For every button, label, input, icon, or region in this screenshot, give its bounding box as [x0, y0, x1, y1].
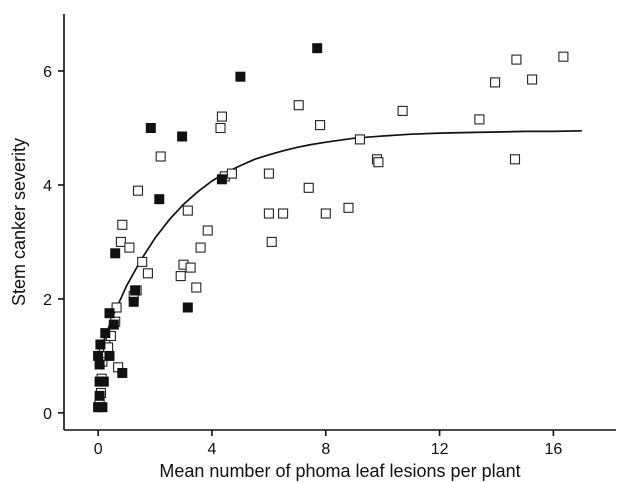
- filled-square-point: [93, 350, 104, 361]
- points-layer: [93, 43, 569, 413]
- filled-square-point: [97, 402, 108, 413]
- y-tick-label: 2: [43, 292, 52, 309]
- open-square-point: [226, 168, 237, 179]
- open-square-point: [278, 208, 289, 219]
- open-square-point: [182, 205, 193, 216]
- filled-square-point: [235, 71, 246, 82]
- y-tick-label: 0: [43, 406, 52, 423]
- fitted-curve: [97, 129, 582, 357]
- filled-square-point: [110, 248, 121, 259]
- x-tick-label: 4: [208, 441, 217, 458]
- open-square-point: [511, 54, 522, 65]
- open-square-point: [558, 51, 569, 62]
- open-square-point: [303, 182, 314, 193]
- filled-square-point: [216, 174, 227, 185]
- open-square-point: [474, 114, 485, 125]
- filled-square-point: [94, 359, 105, 370]
- filled-square-point: [130, 285, 141, 296]
- open-square-point: [111, 302, 122, 313]
- open-square-point: [293, 100, 304, 111]
- open-square-point: [527, 74, 538, 85]
- open-square-point: [124, 242, 135, 253]
- open-square-point: [137, 256, 148, 267]
- filled-square-point: [117, 368, 128, 378]
- open-square-point: [132, 185, 144, 196]
- open-square-point: [266, 236, 277, 247]
- open-square-point: [117, 219, 128, 230]
- ticks: 0 4 8 12 16 0 2 4 6: [43, 64, 562, 458]
- x-tick-label: 0: [94, 441, 103, 458]
- open-square-point: [175, 271, 186, 282]
- open-square-point: [195, 242, 206, 253]
- open-square-point: [490, 77, 501, 88]
- filled-square-point: [100, 328, 111, 339]
- filled-square-point: [182, 302, 193, 313]
- open-square-point: [202, 225, 213, 236]
- filled-square-point: [98, 376, 109, 387]
- filled-square-point: [94, 390, 105, 401]
- open-square-point: [509, 154, 521, 165]
- open-square-point: [216, 111, 227, 122]
- filled-square-point: [128, 296, 139, 307]
- filled-square-point: [95, 339, 106, 350]
- open-square-point: [142, 268, 153, 279]
- open-square-point: [185, 262, 196, 273]
- filled-square-point: [154, 194, 165, 205]
- open-square-point: [343, 202, 354, 213]
- open-square-point: [215, 122, 226, 134]
- open-square-point: [155, 151, 166, 162]
- fit-layer: [97, 129, 582, 357]
- filled-square-point: [312, 43, 323, 54]
- open-square-point: [263, 208, 274, 219]
- filled-square-point: [104, 350, 115, 361]
- y-tick-label: 6: [43, 64, 52, 81]
- open-square-point: [354, 134, 365, 145]
- x-axis-title: Mean number of phoma leaf lesions per pl…: [159, 461, 520, 481]
- open-square-point: [191, 282, 202, 293]
- y-axis-title: Stem canker severity: [9, 138, 29, 306]
- x-tick-label: 16: [545, 441, 563, 458]
- filled-square-point: [108, 319, 119, 330]
- filled-square-point: [104, 308, 115, 319]
- x-tick-label: 12: [431, 441, 449, 458]
- filled-square-point: [145, 123, 156, 133]
- open-square-point: [373, 157, 384, 168]
- open-square-point: [315, 120, 326, 131]
- y-tick-label: 4: [43, 178, 52, 195]
- x-tick-label: 8: [321, 441, 330, 458]
- open-square-point: [115, 236, 126, 247]
- open-square-point: [397, 105, 408, 116]
- axes: [63, 14, 616, 431]
- filled-square-point: [177, 131, 188, 142]
- open-square-point: [263, 168, 274, 179]
- open-square-point: [320, 208, 331, 219]
